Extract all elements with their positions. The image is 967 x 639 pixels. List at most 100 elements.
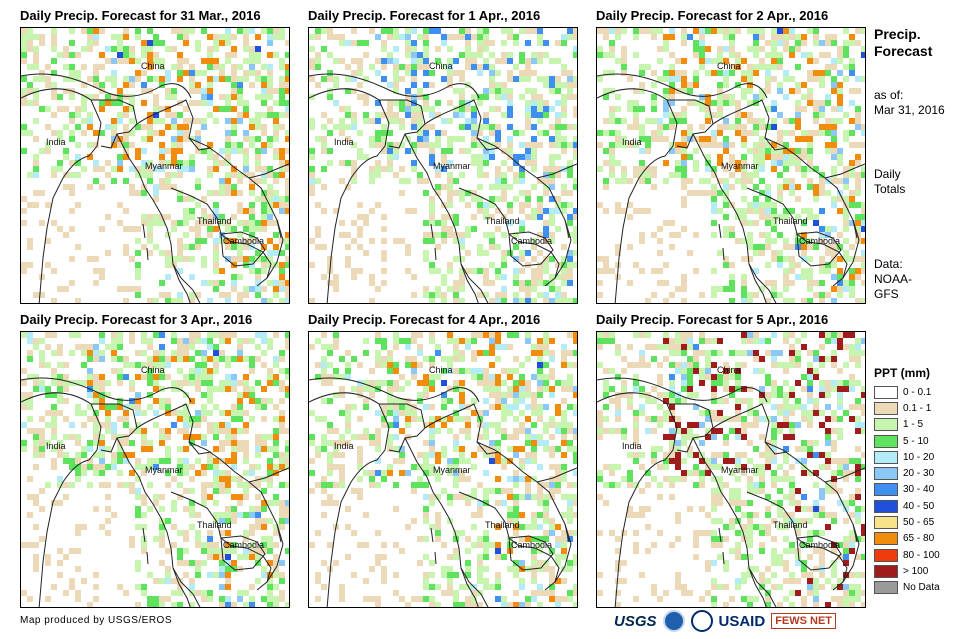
data-source-line1: Data: (874, 257, 903, 271)
place-label-cambodia: Cambodia (799, 540, 841, 550)
forecast-panel-1: Daily Precip. Forecast for 31 Mar., 2016… (20, 8, 290, 308)
precip-raster (597, 28, 865, 303)
forecast-panel-5: Daily Precip. Forecast for 4 Apr., 2016 C… (308, 312, 578, 612)
fews-net-logo: FEWS NET (771, 613, 837, 629)
legend-label: 50 - 65 (903, 517, 935, 529)
legend-item: 20 - 30 (874, 465, 940, 481)
country-border (667, 403, 714, 453)
place-label-thailand: Thailand (485, 520, 520, 530)
map-credit: Map produced by USGS/EROS (20, 615, 173, 626)
country-border (424, 403, 500, 455)
logo-strip: USGS USAID FEWS NET (614, 608, 837, 634)
legend-swatch (874, 434, 898, 448)
legend-swatch (874, 548, 898, 562)
place-label-cambodia: Cambodia (799, 236, 841, 246)
country-border (91, 99, 138, 149)
legend-item: 1 - 5 (874, 417, 940, 433)
place-label-myanmar: Myanmar (721, 465, 759, 475)
country-border (309, 88, 390, 303)
place-label-myanmar: Myanmar (433, 161, 471, 171)
noaa-logo-icon (662, 610, 685, 632)
country-border (21, 377, 192, 403)
legend-swatch (874, 516, 898, 530)
legend-label: 10 - 20 (903, 451, 935, 463)
country-border (712, 403, 788, 455)
country-border (170, 187, 272, 279)
legend-title: PPT (mm) (874, 366, 931, 380)
country-border (136, 403, 212, 455)
place-label-cambodia: Cambodia (511, 540, 553, 550)
legend-label: 20 - 30 (903, 468, 935, 480)
daily-totals: Daily Totals (874, 167, 905, 197)
country-border (116, 437, 191, 607)
legend: PPT (mm) 0 - 0.1 0.1 - 1 1 - 5 5 - 10 10 - 2… (874, 366, 940, 596)
legend-label: 0 - 0.1 (903, 386, 932, 398)
daily-totals-line1: Daily (874, 167, 901, 181)
country-border (142, 223, 149, 261)
country-border (309, 377, 480, 403)
precip-raster (597, 332, 865, 607)
place-label-china: China (141, 365, 165, 375)
place-label-china: China (429, 61, 453, 71)
legend-swatch (874, 499, 898, 513)
place-label-cambodia: Cambodia (223, 236, 265, 246)
country-border (712, 99, 788, 151)
legend-item: 5 - 10 (874, 433, 940, 449)
legend-label: 1 - 5 (903, 419, 924, 431)
legend-item: 0.1 - 1 (874, 400, 940, 416)
country-border (460, 567, 489, 607)
country-border (404, 133, 479, 303)
as-of-date: as of: Mar 31, 2016 (874, 88, 945, 118)
place-label-myanmar: Myanmar (145, 161, 183, 171)
country-border (824, 467, 865, 591)
panel-title: Daily Precip. Forecast for 1 Apr., 2016 (308, 8, 541, 23)
country-border (116, 133, 191, 303)
legend-item: 0 - 0.1 (874, 384, 940, 400)
place-label-thailand: Thailand (485, 216, 520, 226)
precip-raster (309, 28, 577, 303)
place-label-thailand: Thailand (197, 520, 232, 530)
precip-raster (21, 332, 289, 607)
country-border (508, 535, 554, 571)
legend-swatch (874, 581, 898, 595)
forecast-panel-4: Daily Precip. Forecast for 3 Apr., 2016 C… (20, 312, 290, 612)
legend-swatch (874, 564, 898, 578)
country-border (667, 99, 714, 149)
as-of-label: as of: (874, 88, 904, 102)
country-border (748, 263, 777, 303)
data-source-line3: GFS (874, 287, 899, 301)
usaid-seal-icon (690, 610, 713, 632)
legend-item: 40 - 50 (874, 498, 940, 514)
country-border (309, 73, 480, 99)
country-border (248, 163, 289, 287)
legend-label: 40 - 50 (903, 500, 935, 512)
country-border (404, 437, 479, 607)
legend-item: No Data (874, 580, 940, 596)
country-border (430, 223, 437, 261)
legend-item: 80 - 100 (874, 547, 940, 563)
country-border (91, 403, 138, 453)
legend-label: 5 - 10 (903, 435, 929, 447)
place-label-china: China (141, 61, 165, 71)
place-label-china: China (717, 61, 741, 71)
panel-title: Daily Precip. Forecast for 4 Apr., 2016 (308, 312, 541, 327)
precip-raster (309, 332, 577, 607)
country-border (248, 467, 289, 591)
legend-label: 0.1 - 1 (903, 402, 932, 414)
sidebar-title-line2: Forecast (874, 43, 933, 59)
country-border (597, 377, 768, 403)
legend-label: 80 - 100 (903, 549, 940, 561)
place-label-india: India (622, 137, 642, 147)
country-border (170, 491, 272, 583)
place-label-india: India (622, 441, 642, 451)
country-border (746, 187, 848, 279)
place-label-myanmar: Myanmar (721, 161, 759, 171)
forecast-panel-6: Daily Precip. Forecast for 5 Apr., 2016 C… (596, 312, 866, 612)
data-source: Data: NOAA- GFS (874, 257, 912, 302)
country-border (136, 99, 212, 151)
country-border (597, 73, 768, 99)
data-source-line2: NOAA- (874, 272, 913, 286)
country-border (692, 437, 767, 607)
precip-map: China India Myanmar Thailand Cambodia (596, 27, 866, 304)
country-border (458, 491, 560, 583)
